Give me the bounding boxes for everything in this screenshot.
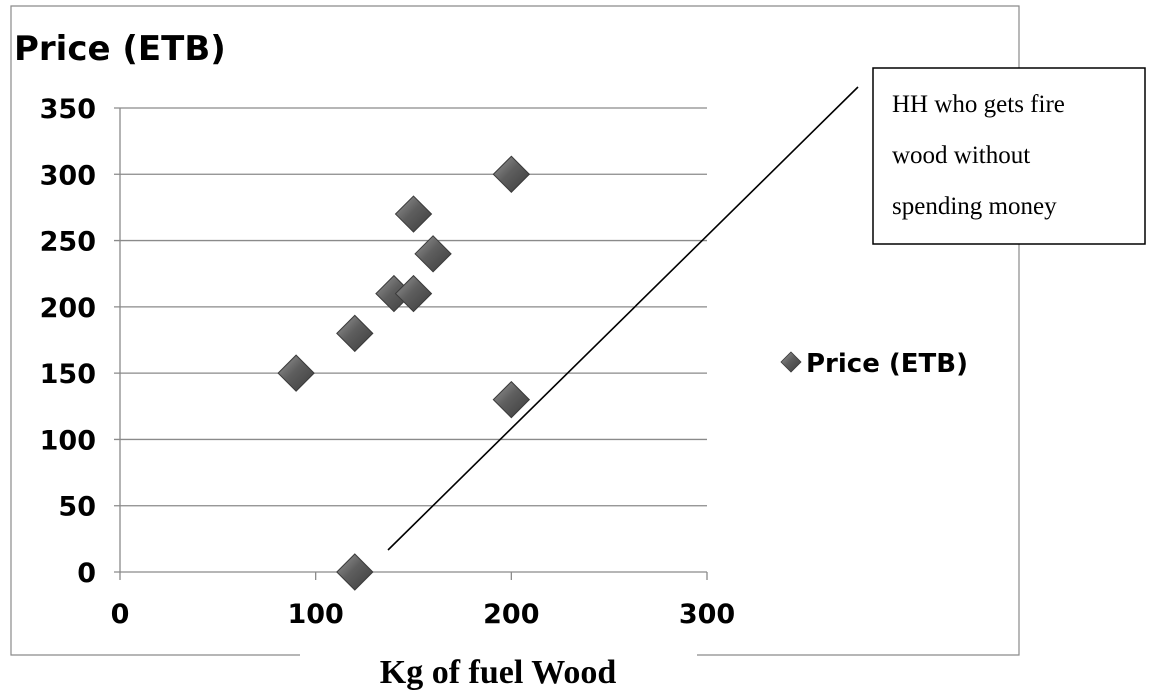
y-tick-label: 0 (77, 558, 96, 589)
y-axis-title: Price (ETB) (14, 29, 226, 69)
annotation-line-2: wood without (892, 142, 1030, 169)
data-point (492, 155, 531, 193)
y-tick-label: 300 (40, 160, 96, 191)
legend-marker-diamond (780, 351, 802, 373)
data-point (492, 380, 531, 419)
data-point (394, 274, 433, 313)
data-point (394, 195, 433, 233)
data-point (277, 354, 315, 392)
x-tick-label: 100 (287, 599, 343, 630)
y-tick-label: 200 (40, 293, 96, 324)
x-tick-label: 200 (483, 599, 539, 630)
x-axis-title: Kg of fuel Wood (380, 654, 617, 691)
y-tick-label: 100 (40, 425, 96, 456)
data-point (336, 314, 374, 353)
y-tick-label: 350 (40, 94, 96, 125)
chart-frame (10, 5, 1020, 656)
legend: Price (ETB) (780, 349, 968, 379)
y-tick-label: 250 (40, 227, 96, 258)
y-tick-label: 150 (40, 359, 96, 390)
annotation-box (872, 67, 1146, 245)
x-tick-label: 0 (111, 599, 130, 630)
data-point (414, 235, 452, 273)
y-tick-label: 50 (58, 492, 96, 523)
annotation-leader-line (387, 86, 859, 551)
annotation-line-3: spending money (892, 193, 1057, 220)
x-tick-label: 300 (679, 599, 735, 630)
annotation-line-1: HH who gets fire (892, 91, 1065, 118)
data-point (336, 553, 374, 591)
legend-label: Price (ETB) (806, 349, 968, 379)
